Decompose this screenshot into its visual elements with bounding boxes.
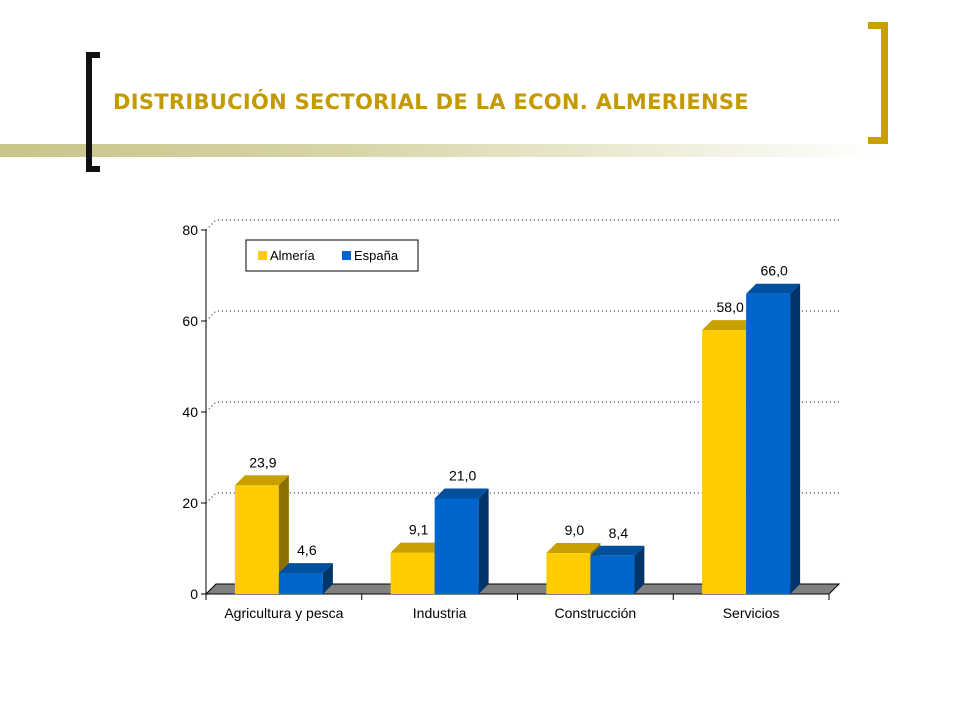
data-label: 9,1 [409,522,429,538]
y-tick-label: 40 [182,404,198,420]
bar [278,573,323,594]
bar [546,553,591,594]
legend-label: España [354,248,399,263]
gridline [205,310,839,322]
right-bracket-decoration [868,22,888,144]
bar [390,552,435,594]
data-label: 8,4 [609,525,629,541]
bar-top [590,545,645,556]
bar-top [278,563,333,574]
y-tick-label: 20 [182,495,198,511]
x-tick-label: Servicios [723,605,780,621]
x-tick-label: Construcción [555,605,637,621]
bar-side [278,475,289,594]
data-label: 4,6 [297,542,317,558]
x-tick-label: Industria [413,605,467,621]
bar-side [478,488,489,594]
data-label: 9,0 [565,522,585,538]
page-title: DISTRIBUCIÓN SECTORIAL DE LA ECON. ALMER… [113,90,749,114]
header-band [0,144,880,157]
bar [590,555,635,594]
bar-top [702,320,757,331]
bar-top [390,542,445,553]
y-tick-label: 0 [190,586,198,602]
y-tick-label: 80 [182,222,198,238]
bar-top [434,488,489,499]
gridline [205,219,839,231]
y-tick-label: 60 [182,313,198,329]
chart-grid [204,219,841,595]
bar-side [322,563,333,594]
bar [702,330,747,594]
bar [746,293,791,594]
bar-side [634,545,645,594]
data-label: 21,0 [449,467,476,483]
data-label: 23,9 [249,454,276,470]
bar-top [746,283,801,294]
bar-top [234,475,289,486]
legend-box [245,239,419,272]
legend-swatch [342,251,351,260]
bar [234,485,279,594]
legend-swatch [258,251,267,260]
data-label: 58,0 [717,299,744,315]
gridline [205,401,839,413]
chart-legend: Almería España [245,239,419,272]
x-tick-label: Agricultura y pesca [224,605,343,621]
bar [434,498,479,594]
data-label: 66,0 [761,263,788,279]
chart-bars: 23,9 4,6 9,1 21,0 9,0 8,4 58,0 66,0 [234,263,801,594]
bar-side [790,283,801,594]
left-bracket-decoration [86,52,100,172]
legend-label: Almería [270,248,316,263]
bar-top [546,543,601,554]
gridline [205,492,839,504]
